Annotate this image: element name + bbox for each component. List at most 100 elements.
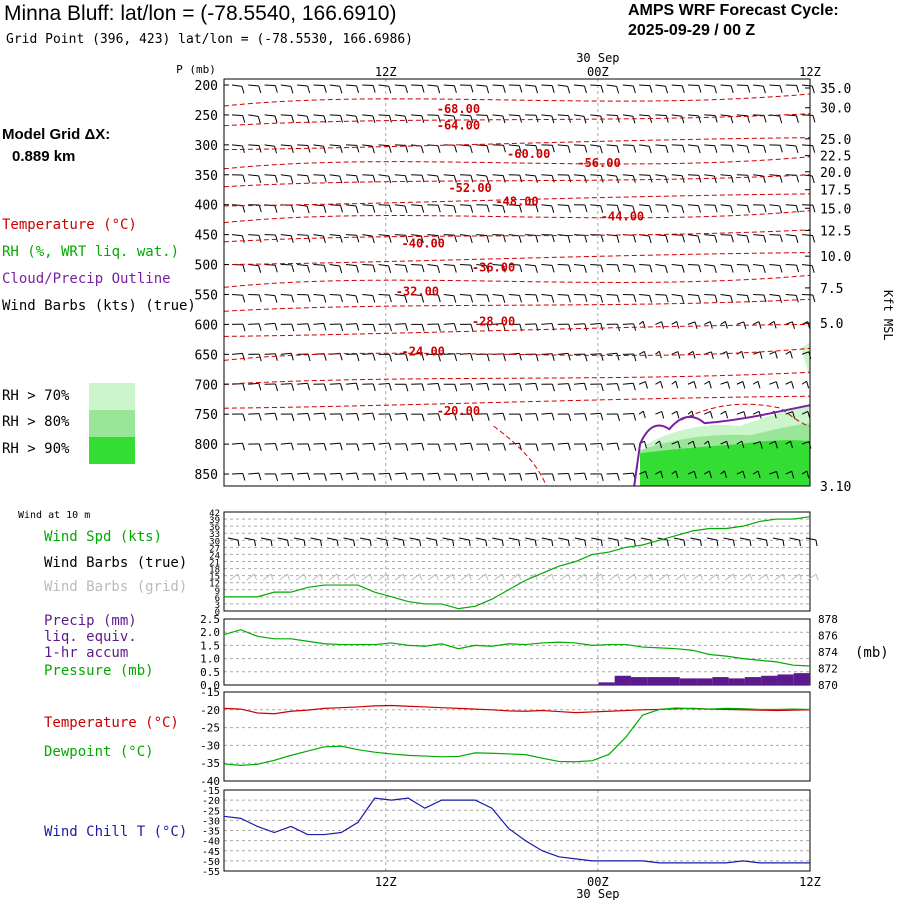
wind-barb-shaft [248, 144, 260, 147]
wind-barb-shaft [492, 84, 504, 87]
pressure-tick-label: 400 [195, 199, 218, 214]
barb-shaft [475, 537, 486, 541]
wind-barb-flag [355, 205, 359, 214]
wind-barb-flag [617, 413, 621, 422]
wind-barb-true [607, 537, 620, 547]
wind-barb [492, 114, 506, 124]
wind-barb [622, 382, 636, 391]
wind-barb [752, 351, 763, 359]
wind-barb-flag [323, 85, 327, 93]
wind-barb [443, 353, 458, 362]
wind-barb-shaft [606, 442, 618, 445]
wind-barb-flag [323, 473, 327, 481]
wind-barb-shaft [248, 234, 260, 236]
wind-barb-shaft [687, 204, 699, 207]
pressure-tick-label: 850 [195, 468, 218, 483]
wind-barb-true [326, 537, 339, 547]
wind-barb-true [756, 537, 768, 547]
wind-barb [801, 174, 815, 184]
top-time-label: 12Z [375, 65, 397, 79]
wind-barb [622, 413, 637, 421]
barb-shaft [591, 537, 602, 541]
wind-barb-flag [746, 205, 750, 213]
isotherm-line [223, 274, 811, 288]
wind-barb [264, 234, 278, 243]
wind-barb-shaft [622, 472, 634, 475]
wind-barb-shaft [329, 174, 340, 177]
wind-barb-flag [437, 443, 441, 452]
wind-barb-flag [681, 205, 685, 214]
wind-barb-shaft [541, 443, 553, 445]
wind-barb-flag [535, 115, 539, 123]
y-tick-label: -30 [202, 816, 220, 827]
wind-barb-shaft [248, 174, 259, 177]
wind-barb-flag [791, 471, 795, 479]
wind-barb-flag [551, 473, 555, 482]
wind-barb-flag [535, 473, 539, 481]
wind-barb [329, 204, 343, 213]
wind-barb-flag [633, 235, 637, 243]
wind-barb-flag [747, 264, 751, 273]
y-tick-label: -35 [200, 757, 220, 770]
wind-barb-flag [763, 145, 767, 153]
wind-barb-flag [795, 145, 799, 154]
wind-barb-grid [659, 573, 670, 581]
wind-barb-flag [275, 383, 279, 392]
wind-barb-flag [258, 204, 262, 213]
wind-barb [720, 144, 734, 153]
wind-barb-shaft [280, 84, 291, 87]
barb-shaft-grid [229, 573, 239, 581]
wind-barb [606, 264, 620, 273]
y-tick-label: -40 [200, 775, 220, 788]
barb-shaft-grid [295, 573, 305, 581]
wind-barb [557, 352, 571, 361]
wind-barb-flag [763, 235, 767, 243]
wind-barb [655, 380, 664, 389]
wind-barb [280, 144, 294, 154]
wind-barb [622, 144, 637, 153]
wind-barb [394, 412, 409, 421]
wind-barb [622, 84, 636, 94]
wind-barb [329, 293, 343, 303]
barb-shaft [624, 537, 635, 541]
wind-barb-flag [779, 175, 783, 183]
wind-barb-shaft [687, 84, 699, 87]
wind-barb-grid [510, 573, 522, 581]
wind-barb [427, 472, 441, 481]
precip-bar [793, 673, 810, 685]
pressure-tick-label: 750 [195, 408, 218, 423]
wind-barb-flag [290, 176, 294, 184]
wind-barb [622, 114, 636, 124]
wind-barb [443, 412, 457, 421]
wind-barb [427, 114, 441, 123]
wind-barb [345, 472, 359, 481]
wind-barb-flag [421, 383, 425, 391]
wind-barb-shaft [655, 264, 666, 267]
wind-barb-shaft [785, 234, 796, 237]
wind-barb-shaft [248, 323, 260, 325]
wind-barb-flag [726, 441, 730, 449]
wind-barb-shaft [492, 412, 504, 415]
wind-barb-shaft [638, 381, 646, 385]
wind-barb [378, 353, 393, 362]
wind-barb-flag [584, 323, 588, 331]
wind-barb [492, 412, 506, 421]
wind-barb-flag [632, 116, 636, 124]
wind-barb-flag [502, 265, 506, 273]
wind-barb [476, 204, 490, 213]
wind-barb [476, 323, 490, 332]
wind-barb-grid [576, 573, 588, 581]
wind-barb [736, 204, 750, 213]
wind-barb-flag [519, 383, 523, 391]
wind-barb [329, 383, 343, 391]
wind-barb-flag [665, 115, 669, 123]
wind-barb [622, 204, 636, 214]
wind-barb-flag [551, 383, 555, 392]
wind-barb-shaft [541, 84, 553, 87]
wind-barb [362, 144, 375, 154]
wind-barb-shaft [443, 293, 454, 297]
wind-barb-flag [291, 295, 295, 303]
wind-barb-flag [519, 473, 523, 481]
wind-barb-shaft [639, 114, 650, 117]
wind-barb-flag [421, 353, 425, 361]
